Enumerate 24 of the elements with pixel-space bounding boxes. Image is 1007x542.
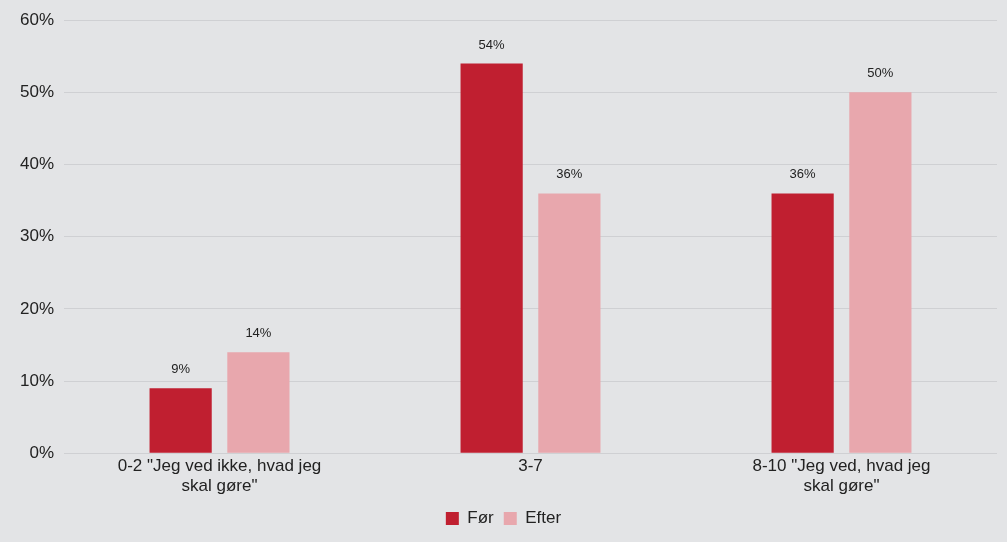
y-tick-label: 60%: [19, 9, 55, 29]
data-label: 36%: [556, 166, 583, 182]
data-label: 54%: [478, 36, 506, 52]
data-label: 9%: [171, 361, 191, 377]
y-tick-label: 30%: [19, 226, 55, 246]
legend-label: Efter: [525, 508, 562, 528]
y-tick-label: 40%: [19, 154, 55, 174]
data-label: 50%: [867, 65, 894, 81]
y-tick-label: 0%: [29, 442, 55, 462]
bar: [538, 193, 601, 453]
bar: [149, 388, 212, 453]
bar: [460, 63, 523, 453]
bar: [771, 193, 834, 453]
x-tick-label: 0-2 "Jeg ved ikke, hvad jeg skal gøre": [117, 456, 322, 496]
bar: [227, 352, 290, 453]
y-tick-label: 50%: [19, 82, 55, 102]
bar: [849, 92, 912, 453]
y-tick-label: 10%: [19, 370, 55, 390]
data-label: 14%: [245, 325, 272, 341]
data-label: 36%: [789, 166, 817, 182]
x-tick-label: 8-10 "Jeg ved, hvad jeg skal gøre": [752, 456, 931, 496]
x-tick-label: 3-7: [518, 456, 543, 476]
y-tick-label: 20%: [19, 298, 55, 318]
legend-label: Før: [467, 508, 495, 528]
